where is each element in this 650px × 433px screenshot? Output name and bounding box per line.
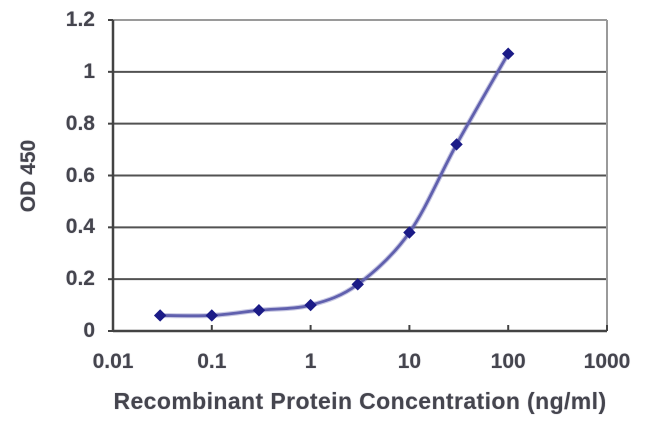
y-tick-label: 0.6 xyxy=(65,163,95,187)
data-point-marker xyxy=(304,298,317,312)
x-tick-label: 0.01 xyxy=(92,350,134,373)
data-point-marker xyxy=(501,47,515,60)
x-tick-label: 1 xyxy=(304,350,317,373)
y-axis-title: OD 450 xyxy=(17,139,40,213)
series-line-halo xyxy=(157,51,511,319)
data-point-marker xyxy=(252,304,266,317)
x-axis-title: Recombinant Protein Concentration (ng/ml… xyxy=(113,388,607,414)
y-tick-label: 0 xyxy=(83,319,95,342)
y-tick-label: 1.2 xyxy=(65,8,95,31)
series-line xyxy=(158,52,510,318)
x-tick-label: 100 xyxy=(490,350,526,373)
data-point-marker xyxy=(351,278,364,291)
y-tick-label: 1 xyxy=(83,59,95,83)
y-tick-label: 0.2 xyxy=(65,267,95,291)
data-point-marker xyxy=(153,309,167,322)
y-tick-label: 0.8 xyxy=(65,111,95,135)
x-tick-label: 0.1 xyxy=(197,350,227,373)
data-point-marker xyxy=(403,226,416,239)
x-tick-label: 10 xyxy=(397,350,422,373)
data-point-marker xyxy=(450,138,463,151)
data-point-marker xyxy=(205,309,219,322)
y-tick-label: 0.4 xyxy=(65,215,95,239)
x-tick-label: 1000 xyxy=(583,350,631,373)
